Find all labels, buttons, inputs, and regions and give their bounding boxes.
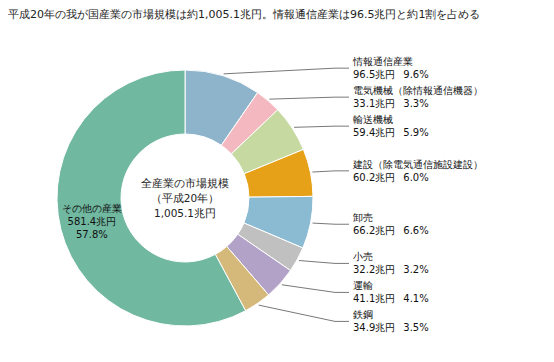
leader-line bbox=[259, 305, 349, 321]
leader-line bbox=[312, 171, 349, 172]
value-label: 32.2兆円 bbox=[353, 264, 395, 275]
share-label: 3.2% bbox=[403, 264, 428, 275]
category-label: 小売 bbox=[353, 251, 373, 262]
value-label: 66.2兆円 bbox=[353, 225, 395, 236]
value-line: 66.2兆円 6.6% bbox=[353, 225, 429, 236]
leader-line bbox=[282, 285, 349, 293]
slice bbox=[57, 70, 246, 326]
value-line: 59.4兆円 5.9% bbox=[353, 127, 429, 138]
share-label: 57.8% bbox=[76, 229, 108, 240]
category-label: 輸送機械 bbox=[353, 114, 393, 125]
share-label: 3.5% bbox=[403, 322, 428, 333]
value-line: 96.5兆円 9.6% bbox=[353, 69, 429, 80]
value-label: 34.9兆円 bbox=[353, 322, 395, 333]
share-label: 5.9% bbox=[403, 127, 428, 138]
slices bbox=[57, 70, 313, 326]
category-label: 電気機械（除情報通信機器） bbox=[353, 85, 483, 96]
slice bbox=[244, 149, 313, 197]
value-label: 41.1兆円 bbox=[353, 293, 395, 304]
leader-line bbox=[269, 97, 349, 99]
value-line: 33.1兆円 3.3% bbox=[353, 98, 429, 109]
category-label: 卸売 bbox=[353, 212, 373, 223]
value-label: 96.5兆円 bbox=[353, 69, 395, 80]
labels: その他の産業 581.4兆円 57.8% 情報通信産業 96.5兆円 9.6% 電気機械（除… bbox=[62, 56, 483, 333]
center-text: 全産業の市場規模 （平成20年） 1,005.1兆円 bbox=[141, 177, 229, 219]
center-label: 全産業の市場規模 bbox=[141, 177, 229, 189]
share-label: 3.3% bbox=[403, 98, 428, 109]
title: 平成20年の我が国産業の市場規模は約1,005.1兆円。情報通信産業は96.5兆… bbox=[8, 8, 480, 21]
value-line: 32.2兆円 3.2% bbox=[353, 264, 429, 275]
value-line: 34.9兆円 3.5% bbox=[353, 322, 429, 333]
share-label: 9.6% bbox=[403, 69, 428, 80]
value-label: 59.4兆円 bbox=[353, 127, 395, 138]
value-label: 60.2兆円 bbox=[353, 172, 395, 183]
value-label: 581.4兆円 bbox=[68, 216, 117, 227]
leader-line bbox=[313, 223, 349, 224]
category-label: その他の産業 bbox=[62, 203, 122, 214]
value-line: 60.2兆円 6.0% bbox=[353, 172, 429, 183]
value-label: 33.1兆円 bbox=[353, 98, 395, 109]
chart: 平成20年の我が国産業の市場規模は約1,005.1兆円。情報通信産業は96.5兆… bbox=[0, 0, 554, 362]
category-label: 運輸 bbox=[353, 280, 373, 291]
category-label: 情報通信産業 bbox=[352, 56, 413, 67]
share-label: 4.1% bbox=[403, 293, 428, 304]
value-line: 41.1兆円 4.1% bbox=[353, 293, 429, 304]
share-label: 6.6% bbox=[403, 225, 428, 236]
center-label: 1,005.1兆円 bbox=[154, 207, 216, 219]
leader-line bbox=[299, 261, 349, 264]
leader-line bbox=[224, 68, 349, 74]
category-label: 鉄鋼 bbox=[353, 309, 373, 320]
center-label: （平成20年） bbox=[151, 192, 219, 204]
share-label: 6.0% bbox=[403, 172, 428, 183]
leader-line bbox=[294, 126, 349, 127]
category-label: 建設（除電気通信施設建設） bbox=[352, 159, 483, 170]
